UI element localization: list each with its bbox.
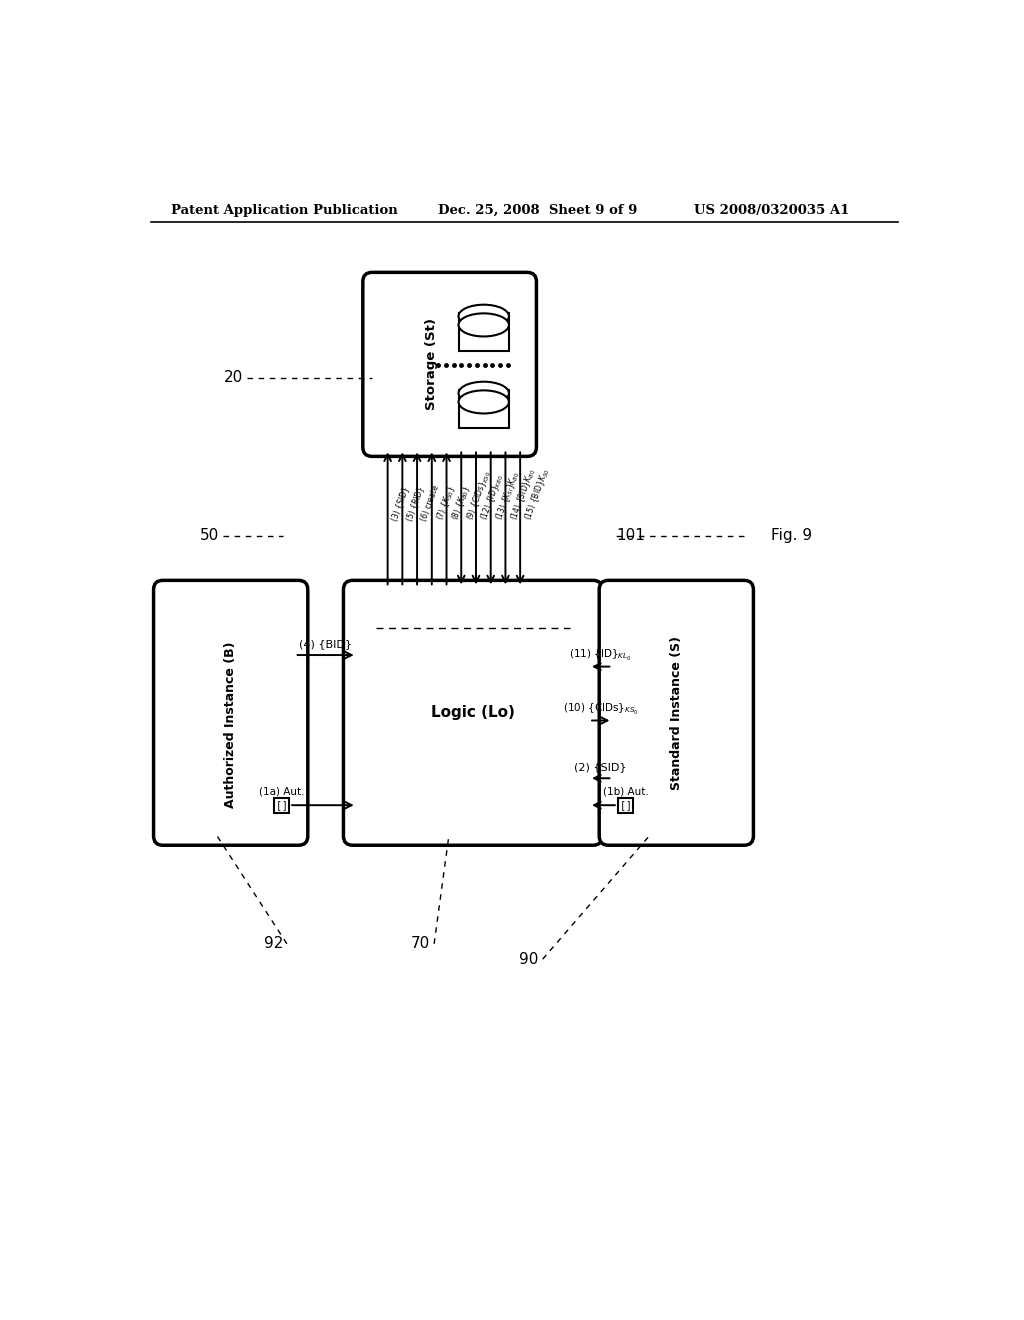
Text: (9) {CIDs}$_{KS0}$: (9) {CIDs}$_{KS0}$ xyxy=(464,469,494,523)
Ellipse shape xyxy=(459,305,509,327)
Text: (15) {BID}$K_{S0}$: (15) {BID}$K_{S0}$ xyxy=(522,466,553,523)
FancyBboxPatch shape xyxy=(343,581,602,845)
Text: (12) {ID}$_{KB0}$: (12) {ID}$_{KB0}$ xyxy=(478,473,507,523)
FancyBboxPatch shape xyxy=(362,272,537,457)
Text: 50: 50 xyxy=(201,528,219,544)
Text: (1a) Aut.: (1a) Aut. xyxy=(259,787,304,796)
Text: (14) {SID}$K_{B0}$: (14) {SID}$K_{B0}$ xyxy=(508,467,539,523)
FancyBboxPatch shape xyxy=(154,581,308,845)
Text: Authorized Instance (B): Authorized Instance (B) xyxy=(224,642,238,808)
Text: [: [ xyxy=(620,800,626,810)
Text: Logic (Lo): Logic (Lo) xyxy=(431,705,515,721)
FancyBboxPatch shape xyxy=(599,581,754,845)
Ellipse shape xyxy=(459,391,509,413)
Text: (11) {ID}$_{KL_0}$: (11) {ID}$_{KL_0}$ xyxy=(569,648,632,664)
Text: (5) {BID}: (5) {BID} xyxy=(404,484,426,523)
Text: ]: ] xyxy=(626,800,632,810)
Text: (13) {$K_{SI}$}$K_{B0}$: (13) {$K_{SI}$}$K_{B0}$ xyxy=(493,469,522,523)
Text: 90: 90 xyxy=(519,952,539,966)
Text: 101: 101 xyxy=(616,528,645,544)
Text: Standard Instance (S): Standard Instance (S) xyxy=(670,636,683,789)
Text: ]: ] xyxy=(282,800,288,810)
Text: US 2008/0320035 A1: US 2008/0320035 A1 xyxy=(693,205,849,218)
Text: (7) {$K_{S0}$}: (7) {$K_{S0}$} xyxy=(434,484,459,523)
Text: 92: 92 xyxy=(263,936,283,952)
Text: Dec. 25, 2008  Sheet 9 of 9: Dec. 25, 2008 Sheet 9 of 9 xyxy=(438,205,637,218)
Ellipse shape xyxy=(459,313,509,337)
Text: (3) {SID}: (3) {SID} xyxy=(390,486,411,523)
Text: 20: 20 xyxy=(223,371,243,385)
Text: (4) {BID}: (4) {BID} xyxy=(299,639,352,649)
Text: (8) {$K_{B0}$}: (8) {$K_{B0}$} xyxy=(449,483,473,523)
Bar xyxy=(459,391,509,428)
Text: Storage (St): Storage (St) xyxy=(425,318,437,411)
Text: (10) {CIDs}$_{KS_0}$: (10) {CIDs}$_{KS_0}$ xyxy=(563,702,639,717)
Text: (1b) Aut.: (1b) Aut. xyxy=(603,787,648,796)
Text: [: [ xyxy=(275,800,282,810)
Text: (6) create: (6) create xyxy=(420,484,440,523)
Ellipse shape xyxy=(459,381,509,405)
Text: Fig. 9: Fig. 9 xyxy=(771,528,812,544)
Text: 70: 70 xyxy=(411,936,430,952)
Text: (2) {SID}: (2) {SID} xyxy=(574,763,627,772)
Bar xyxy=(459,313,509,351)
FancyBboxPatch shape xyxy=(617,797,633,813)
FancyBboxPatch shape xyxy=(273,797,289,813)
Text: Patent Application Publication: Patent Application Publication xyxy=(171,205,397,218)
